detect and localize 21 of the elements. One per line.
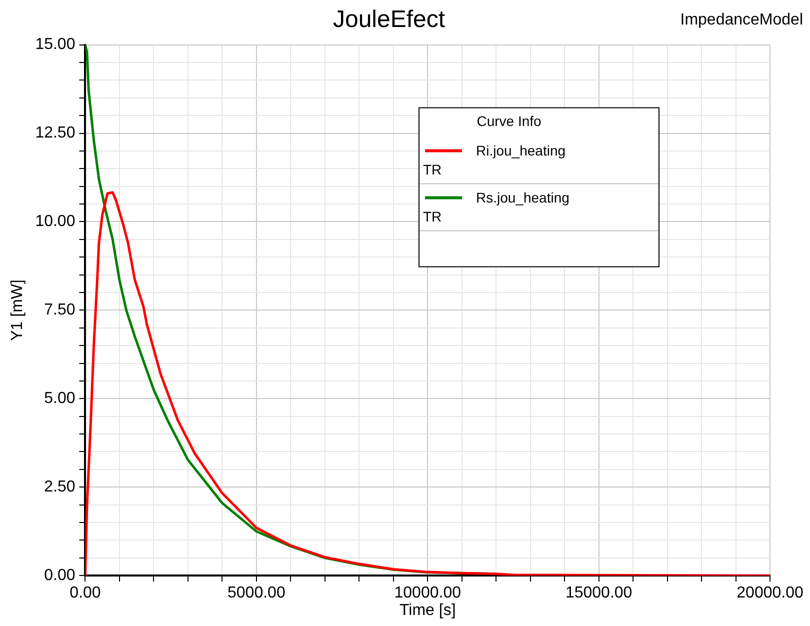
- x-tick-label: 10000.00: [394, 584, 462, 602]
- annotation: TR: [423, 162, 442, 178]
- annotation: TR: [423, 208, 442, 225]
- y-tick-label: 15.00: [35, 36, 76, 54]
- x-tick-label: 0.00: [70, 584, 101, 602]
- legend-label: Rs.jou_heating: [476, 190, 570, 206]
- chart-title: JouleEfect: [332, 6, 446, 34]
- y-tick-label: 2.50: [44, 478, 76, 496]
- y-tick-label: 12.50: [35, 124, 76, 142]
- x-axis-title: Time [s]: [399, 602, 456, 619]
- legend-label: Ri.jou_heating: [476, 142, 566, 159]
- text: ImpedanceModel: [680, 11, 803, 28]
- legend-title: Curve Info: [476, 113, 542, 130]
- x-tick-label: 20000.00: [736, 584, 804, 602]
- y-tick-label: 10.00: [35, 213, 76, 230]
- y-tick-label: 5.00: [44, 390, 76, 408]
- x-tick-label: 15000.00: [565, 584, 632, 602]
- y-axis-title: Y1 [mW]: [9, 280, 26, 341]
- y-tick-label: 0.00: [44, 567, 76, 584]
- x-tick-label: 5000.00: [228, 584, 286, 602]
- y-tick-label: 7.50: [44, 302, 76, 319]
